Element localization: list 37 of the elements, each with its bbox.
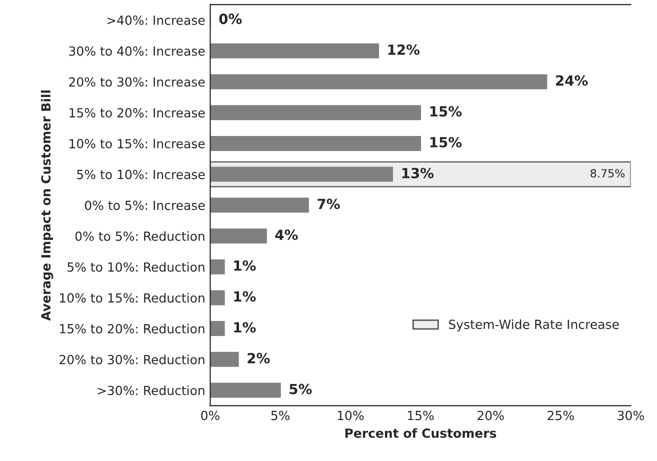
- data-label: 7%: [318, 198, 340, 210]
- y-tick-label: >30%: Reduction: [98, 386, 204, 396]
- x-tick-label: 15%: [408, 410, 434, 420]
- y-tick-label: >40%: Increase: [107, 16, 205, 25]
- annotation: 8.75%: [590, 169, 625, 178]
- x-tick-label: 5%: [271, 410, 290, 420]
- y-tick-label: 20% to 30%: Increase: [69, 77, 205, 87]
- data-label: 1%: [234, 291, 256, 302]
- x-tick-label: 30%: [618, 410, 644, 420]
- data-label: 13%: [402, 168, 434, 178]
- x-axis-title: Percent of Customers: [345, 428, 496, 438]
- data-label: 24%: [556, 75, 588, 86]
- data-label: 15%: [430, 106, 462, 117]
- y-axis-title: Average Impact on Customer Bill: [40, 90, 54, 321]
- data-label: 1%: [234, 260, 256, 271]
- data-label: 1%: [234, 322, 256, 333]
- y-tick-label: 15% to 20%: Reduction: [60, 324, 204, 334]
- data-label: 12%: [388, 44, 420, 55]
- y-tick-label: 20% to 30%: Reduction: [60, 354, 204, 364]
- x-tick-label: 20%: [478, 410, 504, 420]
- data-label: 15%: [430, 136, 462, 148]
- y-tick-label: 10% to 15%: Increase: [70, 138, 205, 148]
- y-tick-label: 15% to 20%: Increase: [70, 108, 205, 118]
- data-label: 5%: [290, 384, 312, 394]
- x-tick-label: 0%: [201, 410, 220, 420]
- y-tick-label: 10% to 15%: Reduction: [60, 292, 204, 303]
- y-tick-label: 30% to 40%: Increase: [69, 46, 205, 56]
- data-label: 4%: [275, 230, 298, 240]
- data-label: 2%: [248, 352, 270, 364]
- legend-label: System-Wide Rate Increase: [448, 319, 619, 332]
- y-tick-label: 5% to 10%: Reduction: [68, 262, 204, 272]
- x-tick-label: 10%: [338, 410, 364, 420]
- y-tick-label: 0% to 5%: Reduction: [75, 231, 204, 241]
- y-tick-label: 5% to 10%: Increase: [77, 170, 205, 180]
- x-tick-label: 25%: [548, 410, 574, 420]
- data-label: 0%: [219, 14, 242, 24]
- y-tick-label: 0% to 5%: Increase: [84, 200, 205, 210]
